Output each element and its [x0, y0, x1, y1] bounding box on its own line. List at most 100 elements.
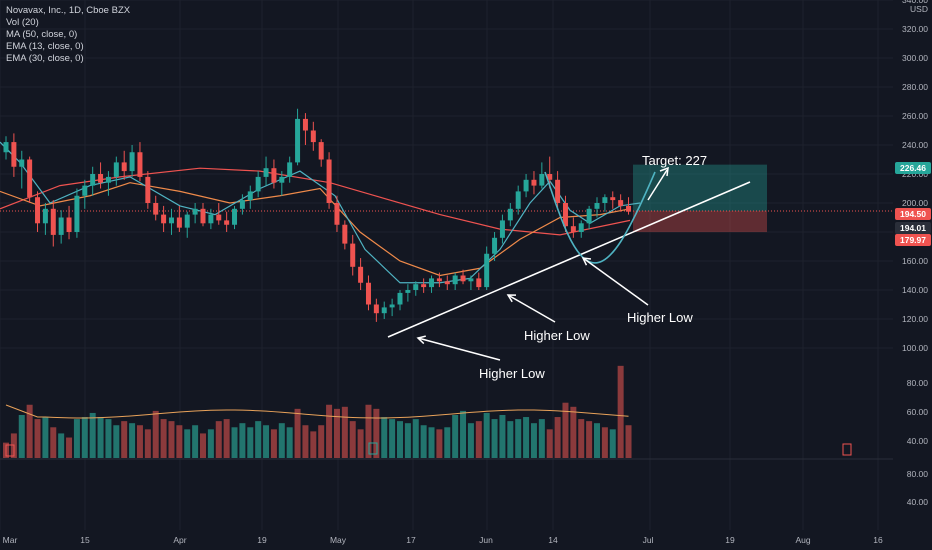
candle-body	[192, 208, 198, 215]
volume-bar	[81, 417, 88, 458]
price-tick-label: 160.00	[902, 256, 928, 266]
price-badge	[895, 162, 931, 174]
time-tick-label: 19	[725, 535, 735, 545]
volume-bar	[381, 417, 388, 458]
volume-bar	[294, 408, 301, 458]
candle-body	[98, 174, 104, 183]
candle-body	[381, 307, 387, 314]
volume-tick-label: 80.00	[907, 378, 929, 388]
candle-body	[74, 195, 80, 232]
volume-bar	[263, 425, 270, 458]
candle-body	[271, 168, 277, 183]
higher-low-arrow-3	[582, 257, 649, 306]
time-tick-label: Jun	[479, 535, 493, 545]
volume-bar	[586, 421, 593, 458]
time-axis-bg	[0, 530, 932, 550]
candle-body	[232, 208, 238, 225]
candle-body	[3, 142, 9, 153]
volume-bar	[452, 414, 459, 458]
price-axis-bg	[893, 0, 932, 550]
volume-bar	[310, 431, 317, 458]
earnings-marker-icon[interactable]	[5, 444, 15, 457]
candle-body	[90, 174, 96, 186]
price-tick-label: 320.00	[902, 24, 928, 34]
candle-body	[618, 200, 624, 206]
lower-pane-tick-label: 40.00	[907, 497, 929, 507]
volume-bar	[428, 427, 435, 458]
volume-bar	[121, 421, 128, 458]
price-badge	[895, 208, 931, 220]
volume-tick-label: 40.00	[907, 436, 929, 446]
volume-bar	[239, 423, 246, 458]
candle-body	[436, 278, 442, 282]
time-tick-label: Apr	[173, 535, 186, 545]
volume-bar	[26, 404, 33, 458]
volume-bar	[207, 429, 214, 458]
indicator-ma50[interactable]: MA (50, close, 0)	[6, 29, 78, 40]
candle-body	[334, 203, 340, 225]
marker-box	[368, 442, 378, 455]
price-axis: 340.00320.00300.00280.00260.00240.00220.…	[893, 0, 932, 550]
time-tick-label: Aug	[795, 535, 810, 545]
candle-body	[161, 214, 167, 224]
time-tick-label: 15	[80, 535, 90, 545]
candle-body	[42, 208, 48, 224]
candle-body	[492, 237, 498, 254]
volume-bar	[373, 408, 380, 458]
indicator-ema13[interactable]: EMA (13, close, 0)	[6, 41, 84, 52]
candle-body	[113, 162, 119, 177]
higher-low-arrow-2-head	[506, 294, 517, 303]
volume-bar	[601, 427, 608, 458]
price-badge-label: 179.97	[900, 235, 926, 245]
candle-body	[295, 118, 301, 163]
candle-body	[279, 176, 285, 183]
volume-bar	[444, 427, 451, 458]
candle-body	[626, 205, 632, 212]
volume-bar	[578, 419, 585, 458]
volume-bar	[50, 427, 57, 458]
candle-body	[444, 281, 450, 285]
volume-bar	[136, 425, 143, 458]
candle-body	[602, 197, 608, 203]
candle-body	[184, 214, 190, 228]
candle-body	[523, 179, 529, 192]
volume-bar	[397, 421, 403, 458]
candle-body	[82, 185, 88, 196]
price-badge	[895, 234, 931, 246]
candle-body	[121, 162, 127, 172]
volume-bar	[152, 410, 159, 458]
time-tick-label: 16	[873, 535, 883, 545]
candle-body	[358, 266, 364, 283]
indicator-vol[interactable]: Vol (20)	[6, 17, 39, 28]
earnings-marker-icon[interactable]	[368, 442, 378, 455]
candle-body	[397, 292, 403, 305]
volume-bar	[609, 429, 616, 458]
candle-body	[19, 159, 25, 167]
volume-bar	[523, 417, 530, 458]
indicator-ema30[interactable]: EMA (30, close, 0)	[6, 53, 84, 64]
chart-legend: Novavax, Inc., 1D, Cboe BZX Vol (20) MA …	[6, 5, 130, 65]
candle-body	[255, 176, 261, 192]
volume-bar	[302, 425, 309, 458]
ema30-line	[0, 182, 631, 277]
price-badge-label: 194.50	[900, 209, 926, 219]
volume-bar	[105, 419, 112, 458]
volume-bar	[570, 406, 577, 458]
candle-body	[216, 214, 222, 221]
candle-body	[263, 168, 269, 177]
candle-body	[389, 304, 395, 308]
candle-body	[610, 197, 616, 201]
price-tick-label: 260.00	[902, 111, 928, 121]
earnings-marker-icon[interactable]	[842, 443, 852, 456]
candle-body	[326, 159, 332, 203]
volume-bar	[223, 419, 230, 458]
higher-low-arrow-3-head	[581, 257, 592, 266]
candle-body	[373, 304, 379, 314]
volume-bar	[333, 408, 340, 458]
volume-tick-label: 60.00	[907, 407, 929, 417]
candle-body	[555, 179, 561, 203]
lower-pane-tick-label: 80.00	[907, 469, 929, 479]
volume-bar	[546, 429, 553, 458]
price-tick-label: 120.00	[902, 314, 928, 324]
